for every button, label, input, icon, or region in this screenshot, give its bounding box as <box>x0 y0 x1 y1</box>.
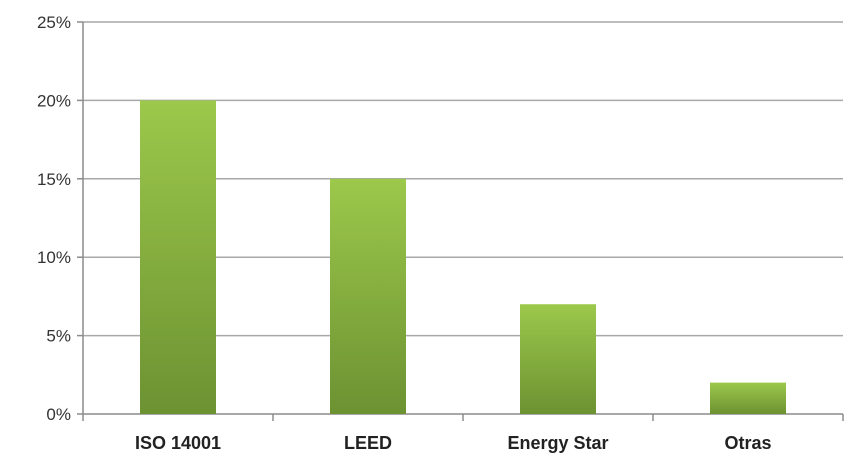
bar-leed <box>330 178 406 414</box>
y-tick-label: 15% <box>37 170 71 189</box>
bar-iso-14001 <box>140 100 216 415</box>
y-tick-label: 5% <box>46 327 71 346</box>
bar-otras <box>710 382 786 414</box>
x-category-label: Otras <box>724 433 771 453</box>
y-tick-label: 25% <box>37 13 71 32</box>
bar-energy-star <box>520 304 596 414</box>
y-tick-label: 10% <box>37 248 71 267</box>
bars <box>140 100 786 415</box>
y-tick-label: 20% <box>37 91 71 110</box>
labels: 0% 5% 10% 15% 20% 25% ISO 14001 LEED Energy Star… <box>37 13 772 453</box>
y-tick-label: 0% <box>46 405 71 424</box>
x-category-label: Energy Star <box>507 433 608 453</box>
x-category-label: ISO 14001 <box>135 433 221 453</box>
x-category-label: LEED <box>344 433 392 453</box>
